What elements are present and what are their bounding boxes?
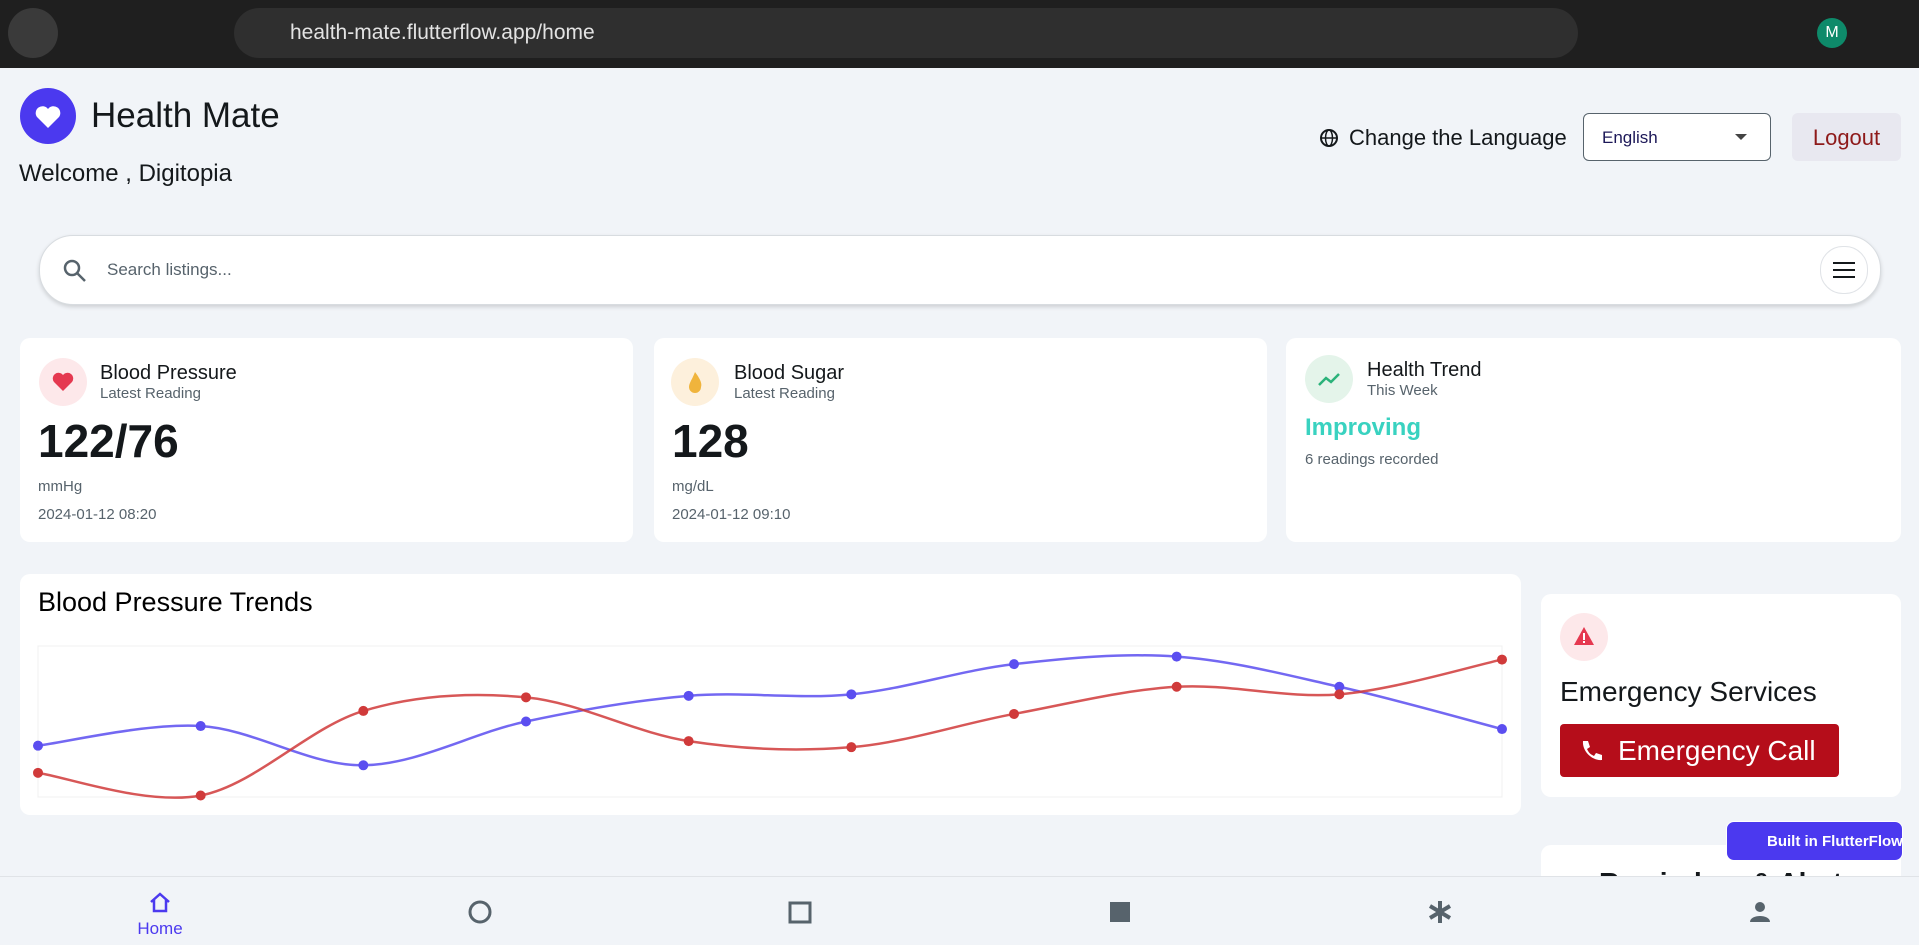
search-placeholder: Search listings... — [107, 260, 232, 279]
app-name: Health Mate — [91, 96, 280, 135]
point — [521, 692, 531, 703]
chart-card: Blood Pressure Trends — [20, 574, 1521, 815]
card-value: 122/76 — [38, 415, 179, 467]
trend-status: Improving — [1305, 414, 1422, 441]
point — [33, 767, 43, 778]
point — [846, 689, 857, 700]
nav-icon[interactable] — [787, 899, 813, 925]
point — [1171, 651, 1182, 662]
blood-pressure-card: Blood Pressure Latest Reading 122/76 mmH… — [20, 338, 633, 542]
card-subtitle: Latest Reading — [100, 385, 201, 402]
nav-icon[interactable] — [1427, 899, 1453, 925]
card-timestamp: 2024-01-12 09:10 — [672, 506, 791, 523]
point — [1334, 689, 1345, 700]
point — [521, 716, 531, 727]
card-unit: mg/dL — [672, 478, 714, 495]
warning-icon — [1560, 613, 1608, 661]
welcome: Welcome , Digitopia — [19, 160, 232, 187]
point — [846, 742, 857, 753]
series-line — [37, 654, 1503, 767]
point — [683, 690, 694, 701]
plot-frame — [37, 645, 1503, 798]
globe-icon — [1320, 129, 1338, 147]
card-timestamp: 2024-01-12 08:20 — [38, 506, 157, 523]
logout-label: Logout — [1812, 125, 1881, 150]
health-trend-card: Health Trend This Week Improving 6 readi… — [1286, 338, 1901, 542]
home-icon[interactable] — [148, 891, 172, 913]
card-unit: mmHg — [38, 478, 83, 495]
point — [358, 705, 369, 716]
card-subtitle: This Week — [1367, 382, 1438, 399]
point — [33, 740, 43, 751]
heart-icon — [39, 358, 87, 406]
series-line — [37, 658, 1503, 799]
card-value: 128 — [672, 415, 749, 467]
emergency-card: Emergency Services Emergency Call — [1541, 594, 1901, 797]
point — [195, 721, 206, 732]
blood-sugar-card: Blood Sugar Latest Reading 128 mg/dL 202… — [654, 338, 1267, 542]
flutterflow-badge[interactable]: Built in FlutterFlow — [1726, 821, 1903, 861]
nav-home-label: Home — [137, 919, 183, 938]
bottom-nav: Home — [0, 876, 1919, 945]
emergency-title: Emergency Services — [1560, 676, 1817, 707]
emergency-call-button[interactable]: Emergency Call — [1560, 724, 1839, 777]
card-title: Health Trend — [1367, 359, 1482, 381]
browser-bar: health-mate.flutterflow.app/home M — [0, 0, 1919, 68]
emergency-call-label: Emergency Call — [1618, 735, 1816, 766]
point — [1497, 654, 1507, 665]
address-bar[interactable] — [234, 8, 1578, 58]
point — [1334, 681, 1345, 692]
filter-button[interactable] — [1820, 246, 1868, 294]
nav-icon[interactable] — [467, 899, 493, 925]
logout-button[interactable]: Logout — [1792, 113, 1901, 161]
point — [683, 736, 694, 747]
badge-label: Built in FlutterFlow — [1767, 833, 1903, 850]
card-subtitle: Latest Reading — [734, 385, 835, 402]
nav-icon[interactable] — [1747, 899, 1773, 925]
logo — [20, 88, 76, 144]
language-value: English — [1602, 128, 1658, 147]
trend-note: 6 readings recorded — [1305, 451, 1439, 468]
point — [195, 790, 206, 801]
point — [358, 760, 369, 771]
language-dropdown[interactable]: English — [1583, 113, 1771, 161]
trend-icon — [1305, 355, 1353, 403]
back-button[interactable] — [8, 8, 58, 58]
search-bar[interactable]: Search listings... — [39, 235, 1881, 305]
chart-title: Blood Pressure Trends — [38, 587, 313, 617]
point — [1497, 724, 1507, 735]
point — [1171, 681, 1182, 692]
url: health-mate.flutterflow.app/home — [290, 21, 595, 44]
point — [1009, 708, 1019, 719]
nav-icon[interactable] — [1107, 899, 1133, 925]
language-label: Change the Language — [1349, 125, 1567, 150]
flame-icon — [671, 358, 719, 406]
card-title: Blood Pressure — [100, 362, 237, 384]
point — [1009, 659, 1019, 670]
card-title: Blood Sugar — [734, 362, 845, 384]
chart: Blood Pressure Trends — [33, 587, 1507, 801]
avatar[interactable]: M — [1817, 18, 1847, 48]
